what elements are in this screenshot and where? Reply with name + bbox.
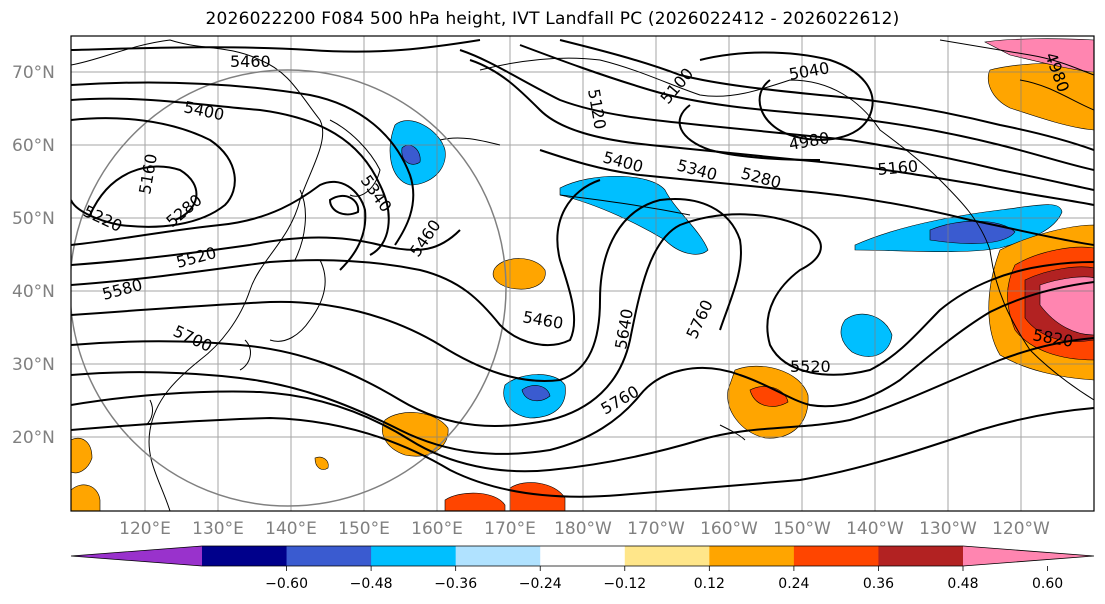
lat-label: 20°N (12, 428, 55, 448)
colorbar-tick-label: −0.12 (603, 576, 646, 592)
longitude-labels: 120°E 130°E 140°E 150°E 160°E 170°E 180°… (119, 519, 1050, 539)
latitude-labels: 70°N 60°N 50°N 40°N 30°N 20°N (12, 63, 55, 448)
ivt-positive-region (71, 437, 93, 474)
lon-label: 140°W (846, 519, 904, 539)
colorbar-segment (286, 546, 372, 566)
lat-label: 50°N (12, 209, 55, 229)
ivt-positive-region (987, 62, 1094, 131)
colorbar-segment (371, 546, 457, 566)
map-border (70, 35, 1095, 512)
colorbar-segment (793, 546, 879, 566)
colorbar-tick-label: 0.48 (947, 576, 978, 592)
lat-label: 70°N (12, 63, 55, 83)
colorbar: −0.60 −0.48 −0.36 −0.24 −0.12 0.12 0.24 0.36 0.4… (70, 545, 1095, 592)
colorbar-tick-label: 0.60 (1032, 576, 1063, 592)
lon-label: 160°W (700, 519, 758, 539)
colorbar-tick-label: 0.12 (694, 576, 725, 592)
contour-label: 5160 (877, 157, 919, 179)
colorbar-segment (709, 546, 795, 566)
colorbar-tick-label: −0.60 (265, 576, 308, 592)
lon-label: 150°E (338, 519, 390, 539)
colorbar-tick-label: −0.48 (350, 576, 393, 592)
height-contours (71, 39, 1094, 498)
lat-label: 40°N (12, 282, 55, 302)
gridlines (71, 36, 1094, 511)
map-title: 2026022200 F084 500 hPa height, IVT Land… (205, 9, 900, 29)
lon-label: 140°E (265, 519, 317, 539)
colorbar-segment (878, 546, 964, 566)
lon-label: 120°W (992, 519, 1050, 539)
lat-label: 60°N (12, 136, 55, 156)
colorbar-segment (455, 546, 541, 566)
ivt-positive-region (492, 258, 546, 290)
contour-label: 5520 (790, 357, 831, 376)
lon-label: 180°W (554, 519, 612, 539)
ivt-positive-region (509, 482, 566, 511)
ivt-positive-region (314, 456, 329, 470)
lon-label: 160°E (411, 519, 463, 539)
reference-circle (71, 69, 507, 507)
lon-label: 170°W (627, 519, 685, 539)
ivt-negative-core (929, 220, 1016, 244)
ivt-positive-region (71, 484, 101, 511)
ivt-positive-region (444, 492, 506, 511)
lon-label: 150°W (773, 519, 831, 539)
lon-label: 130°W (919, 519, 977, 539)
lon-label: 120°E (119, 519, 171, 539)
ivt-negative-core (521, 385, 551, 402)
colorbar-outline (70, 545, 1095, 567)
colorbar-extend-min (71, 546, 202, 566)
ivt-positive-pink (984, 38, 1094, 73)
lat-label: 30°N (12, 355, 55, 375)
contour-label: 5460 (230, 52, 271, 71)
colorbar-extend-max (963, 546, 1094, 566)
colorbar-segment (540, 546, 626, 566)
colorbar-tick-label: −0.36 (434, 576, 477, 592)
colorbar-tick-label: −0.24 (519, 576, 562, 592)
colorbar-segment (202, 546, 288, 566)
coastlines (71, 39, 1094, 511)
colorbar-tick-label: 0.24 (778, 576, 809, 592)
lon-label: 170°E (484, 519, 536, 539)
colorbar-tick-label: 0.36 (863, 576, 894, 592)
ivt-negative-region (840, 313, 893, 357)
colorbar-segment (624, 546, 710, 566)
lon-label: 130°E (192, 519, 244, 539)
